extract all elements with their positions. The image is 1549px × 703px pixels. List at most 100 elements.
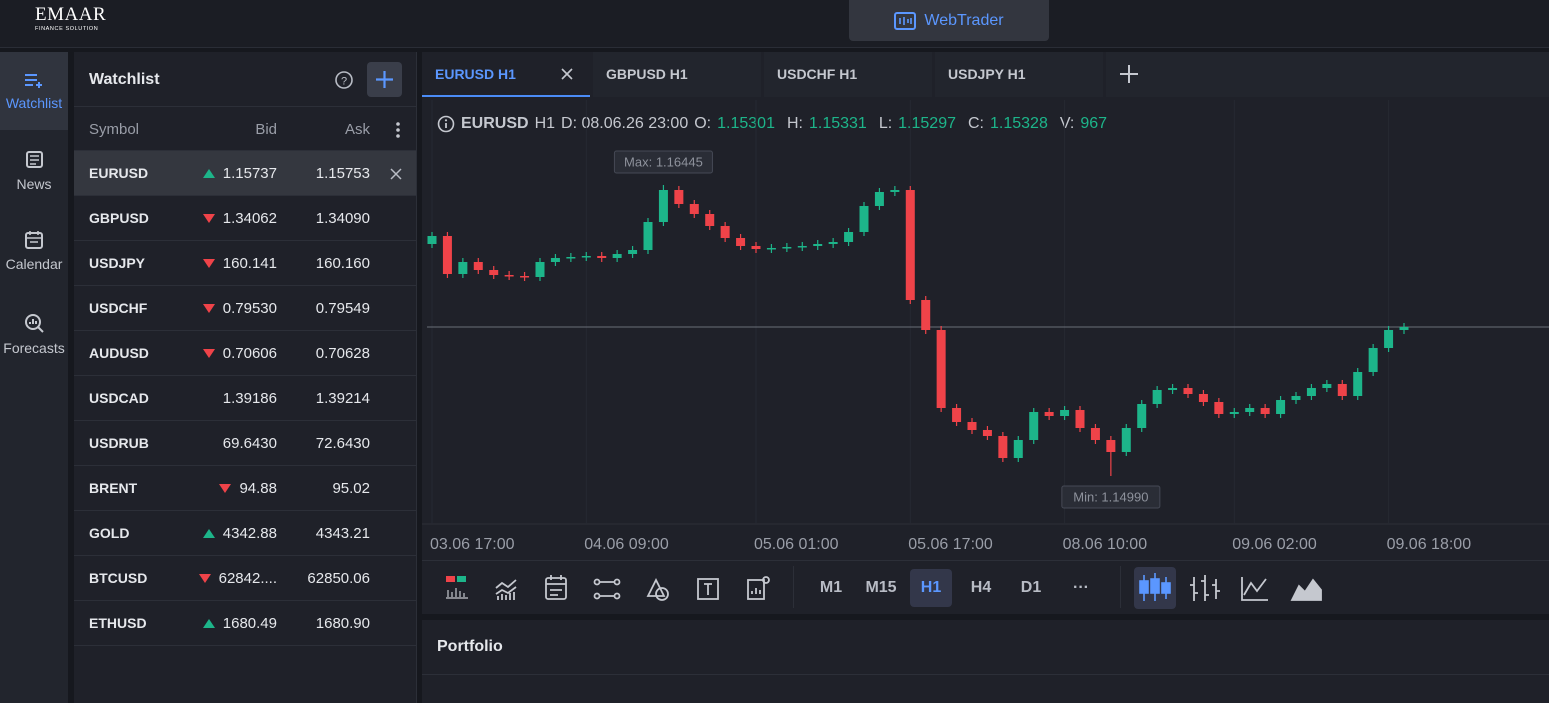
symbol: BRENT	[89, 480, 138, 496]
candle-body	[782, 247, 792, 249]
watchlist-row[interactable]: BRENT 94.88 95.02	[74, 466, 416, 511]
candle-body	[1137, 404, 1147, 428]
trend-arrow	[202, 169, 215, 178]
extreme-box	[1061, 485, 1161, 509]
bid: 160.141	[222, 255, 277, 272]
ask: 95.02	[332, 480, 370, 497]
arrow	[198, 574, 211, 583]
watchlist-row[interactable]: EURUSD 1.15737 1.15753	[74, 151, 416, 196]
extreme-label: Min: 1.14990	[1073, 490, 1148, 505]
calendar-icon	[25, 231, 43, 249]
watchlist-row[interactable]: USDJPY 160.141 160.160	[74, 241, 416, 286]
candle-body	[1106, 440, 1116, 452]
trend-arrow	[202, 214, 215, 223]
symbol: GBPUSD	[89, 210, 149, 226]
logo-subtitle: FINANCE SOLUTION	[35, 26, 99, 32]
add-symbol-button[interactable]	[367, 62, 402, 97]
trend-arrow	[219, 484, 232, 493]
candle-body	[1384, 330, 1394, 348]
candle-body	[566, 257, 576, 259]
bid: 4342.88	[222, 525, 277, 542]
timeframe[interactable]: M15	[865, 579, 897, 596]
help-icon[interactable]: ?	[334, 70, 354, 90]
candle-body	[1337, 384, 1347, 396]
webtrader-button[interactable]: WebTrader	[849, 0, 1049, 41]
candle-body	[520, 276, 530, 278]
candle-body	[751, 246, 761, 249]
candle-body	[766, 248, 776, 250]
news-icon	[26, 151, 43, 168]
chart-panel	[422, 52, 1549, 613]
timeframe[interactable]: M1	[819, 579, 843, 596]
watchlist-row[interactable]: GBPUSD 1.34062 1.34090	[74, 196, 416, 241]
watchlist-row[interactable]: AUDUSD 0.70606 0.70628	[74, 331, 416, 376]
close-tab[interactable]	[561, 68, 573, 80]
watchlist-row[interactable]: USDCHF 0.79530 0.79549	[74, 286, 416, 331]
candle-body	[427, 236, 437, 244]
webtrader-icon	[894, 11, 917, 30]
sidebar-label: News	[16, 176, 52, 192]
chart-tab[interactable]: EURUSD H1	[422, 52, 590, 97]
candle-body	[504, 275, 514, 277]
tab-label: EURUSD H1	[435, 66, 516, 82]
watchlist-row[interactable]: GOLD 4342.88 4343.21	[74, 511, 416, 556]
portfolio-title: Portfolio	[437, 638, 503, 655]
info-symbol: EURUSD	[461, 115, 529, 132]
candle-body	[1183, 388, 1193, 394]
watchlist-row[interactable]: USDCAD 1.39186 1.39214	[74, 376, 416, 421]
sidebar-item[interactable]: News	[0, 132, 68, 210]
sidebar: Watchlist News Calendar Forecasts	[0, 52, 68, 703]
chart-tab[interactable]: GBPUSD H1	[593, 52, 761, 97]
separator	[1120, 566, 1121, 608]
info-value: 1.15297	[898, 115, 956, 132]
candle-body	[489, 270, 499, 275]
candle-body	[1260, 408, 1270, 414]
chart-tab[interactable]: USDJPY H1	[935, 52, 1103, 97]
sidebar-item[interactable]: Calendar	[0, 212, 68, 290]
watchlist-row[interactable]: ETHUSD 1680.49 1680.90	[74, 601, 416, 646]
bid-cell: 0.79530	[202, 300, 277, 317]
tab-strip	[1152, 52, 1549, 97]
candlestick-chart: 03.06 17:00 04.06 09:00 05.06 01:00 05.06 1…	[422, 100, 1549, 553]
candle-body	[967, 422, 977, 430]
column-menu[interactable]	[394, 120, 402, 140]
candle-body	[1121, 428, 1131, 452]
ask: 0.70628	[315, 345, 370, 362]
trend-arrow	[202, 259, 215, 268]
info-label: O:	[694, 115, 712, 132]
bid: 1.34062	[222, 210, 277, 227]
remove-symbol	[390, 168, 402, 180]
arrow	[202, 529, 215, 538]
candle-body	[1214, 402, 1224, 414]
sidebar-item[interactable]: Forecasts	[0, 292, 68, 376]
arrow	[202, 349, 215, 358]
timeframe[interactable]: D1	[1020, 579, 1042, 596]
watchlist-row[interactable]: BTCUSD 62842.... 62850.06	[74, 556, 416, 601]
candle-body	[890, 190, 900, 192]
info-icon	[437, 115, 455, 133]
candle-body	[859, 206, 869, 232]
extreme-label: Max: 1.16445	[624, 155, 703, 170]
timeframe[interactable]: ···	[1073, 579, 1089, 596]
ask: 1.39214	[315, 390, 370, 407]
chart-tab[interactable]: USDCHF H1	[764, 52, 932, 97]
ask: 1680.90	[315, 615, 370, 632]
bid-cell: 94.88	[219, 480, 277, 497]
info-value: 1.15301	[717, 115, 775, 132]
logo: EMAAR	[35, 4, 107, 25]
add-tab[interactable]	[1106, 52, 1152, 97]
ask: 160.160	[315, 255, 370, 272]
arrow	[202, 169, 215, 178]
timeframe[interactable]: H1	[910, 569, 952, 607]
info-label: H:	[786, 115, 803, 132]
watchlist-row[interactable]: USDRUB 69.6430 72.6430	[74, 421, 416, 466]
candle-body	[1029, 412, 1039, 440]
candle-body	[628, 250, 638, 254]
chart-type-icons	[1139, 573, 1322, 601]
symbol: EURUSD	[89, 165, 149, 181]
timeframe[interactable]: H4	[970, 579, 992, 596]
candle-body	[458, 262, 468, 274]
arrow	[202, 304, 215, 313]
sidebar-item[interactable]: Watchlist	[0, 52, 68, 130]
ask: 0.79549	[315, 300, 370, 317]
